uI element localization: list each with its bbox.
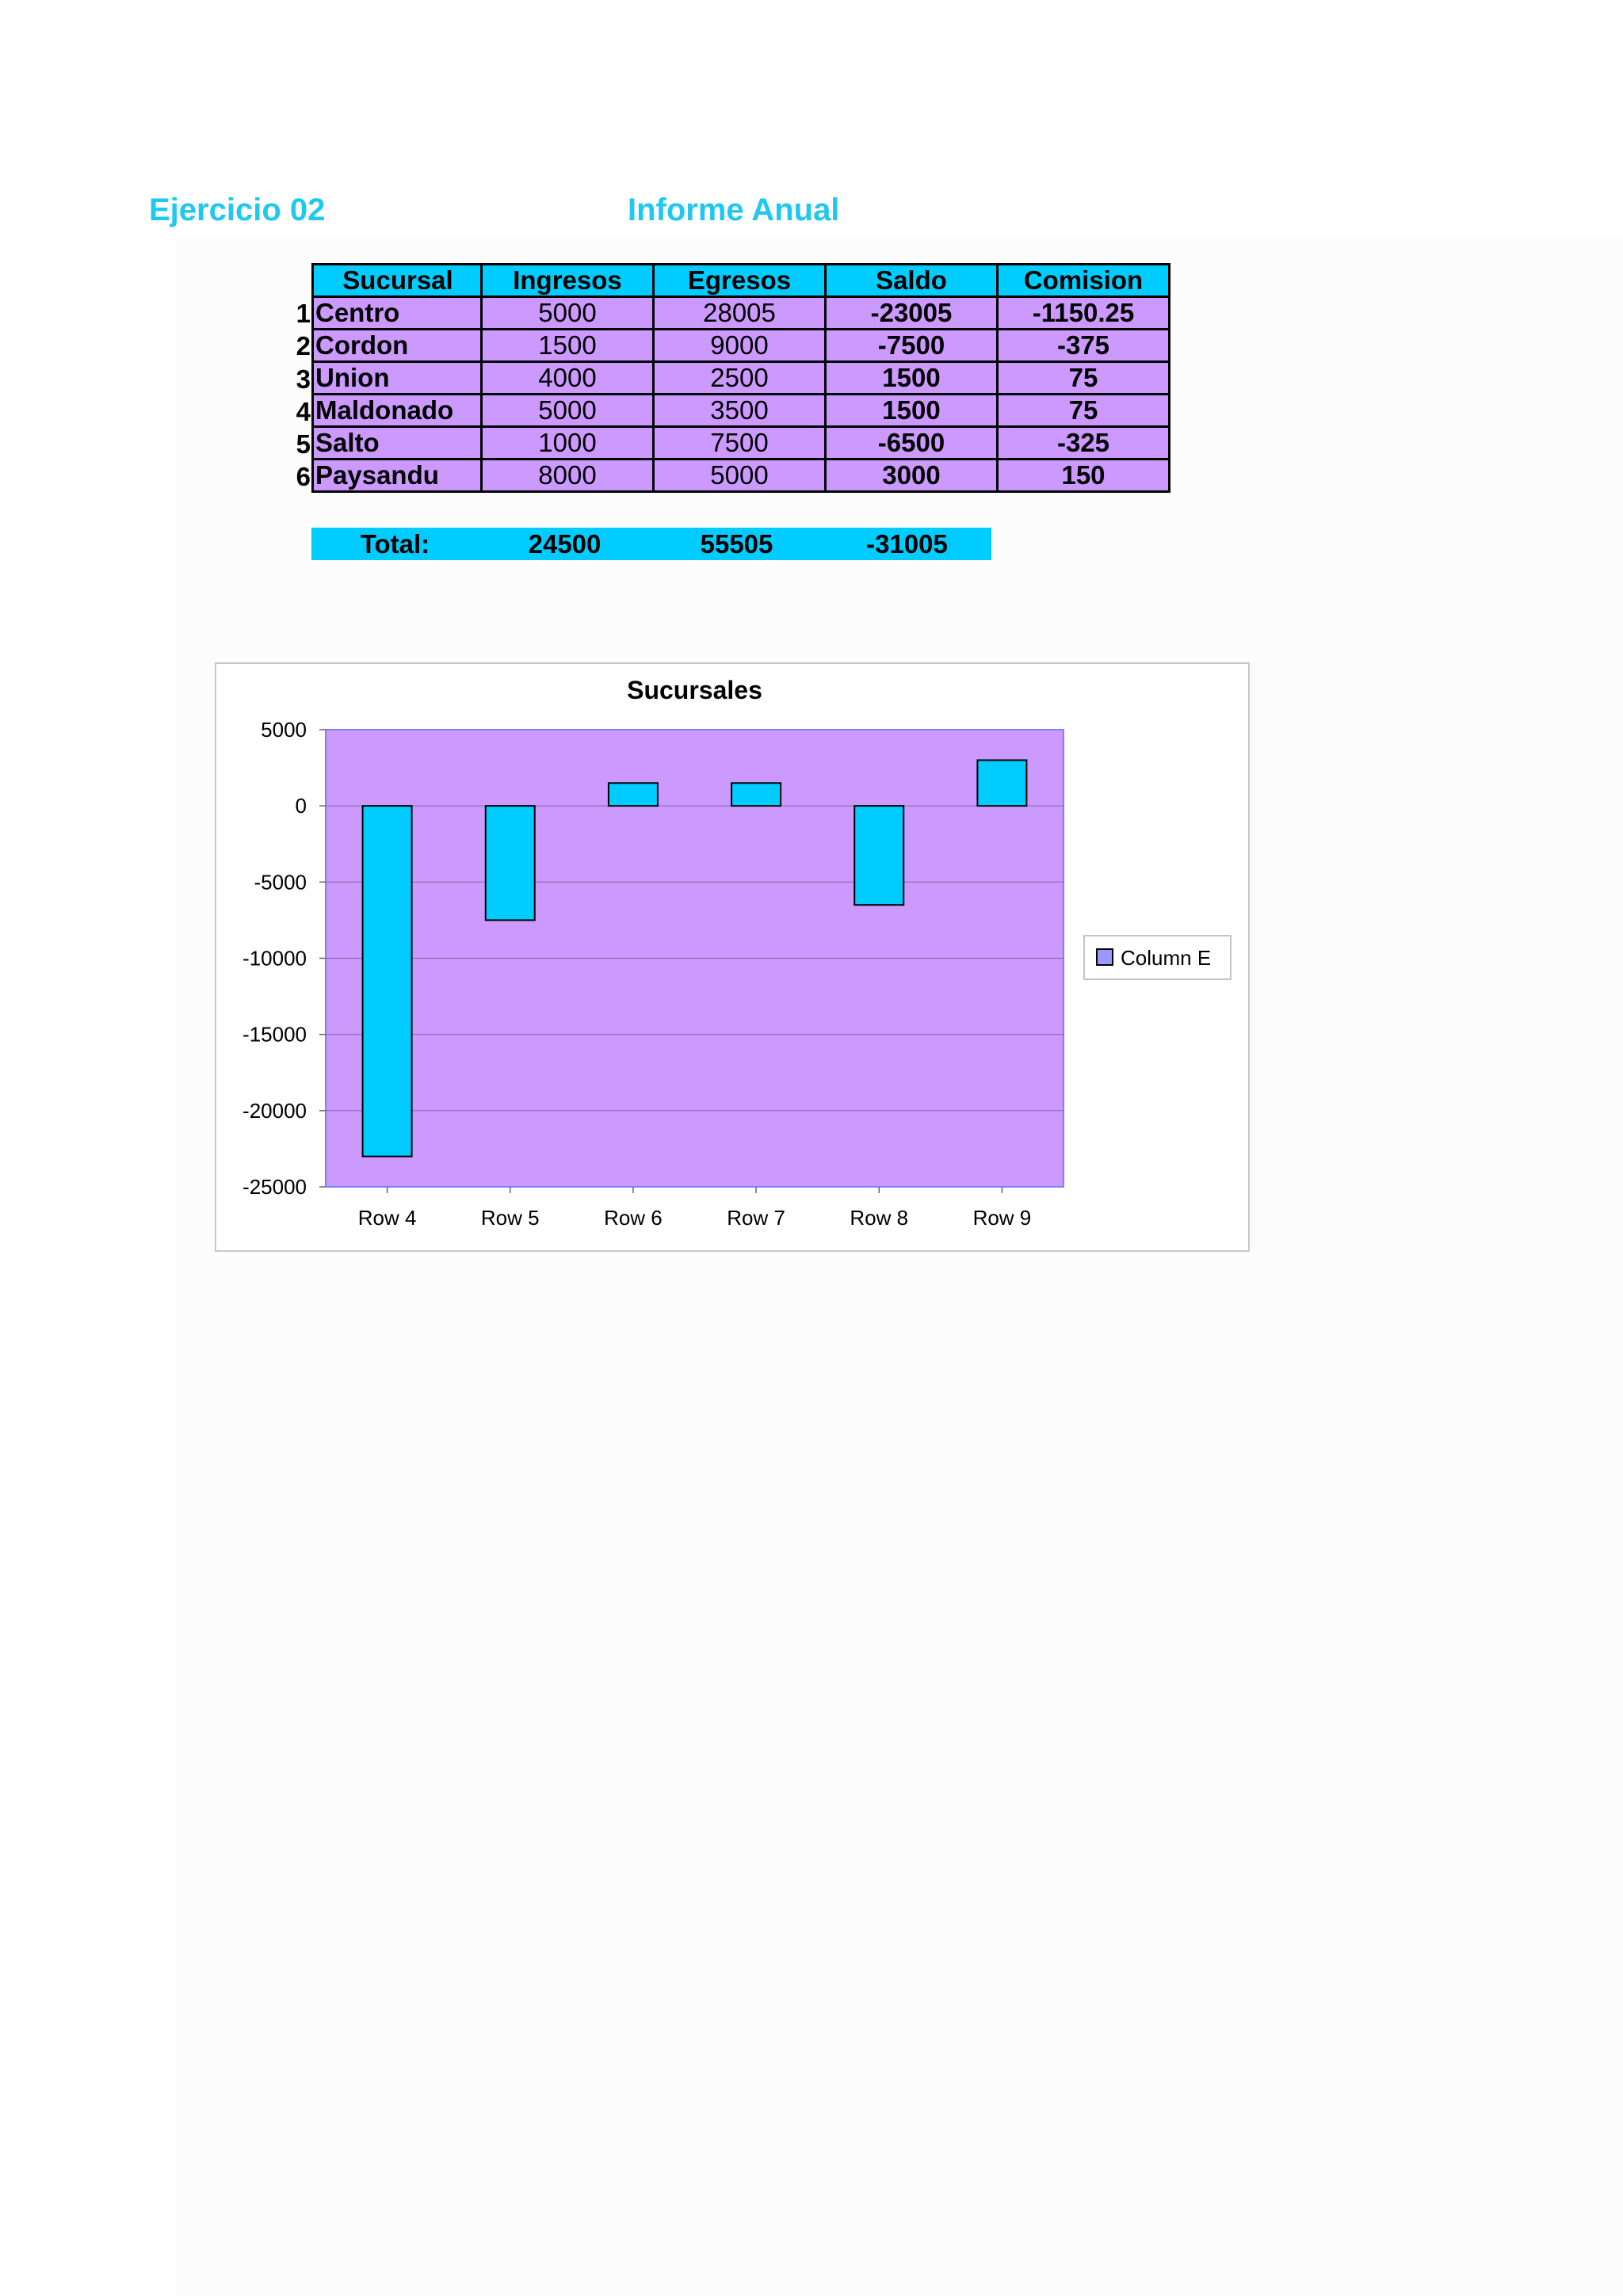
cell-saldo: -7500 xyxy=(824,328,999,363)
cell-saldo: 3000 xyxy=(824,458,999,493)
y-tick-label: 5000 xyxy=(261,718,307,742)
y-tick-label: -10000 xyxy=(242,947,307,971)
cell-ingresos: 8000 xyxy=(480,458,655,493)
y-tick-label: -20000 xyxy=(242,1099,307,1123)
bar xyxy=(731,782,782,807)
cell-comision: 150 xyxy=(996,458,1170,493)
cell-comision: -325 xyxy=(996,425,1170,460)
cell-comision: 75 xyxy=(996,360,1170,395)
table-row: Salto 1000 7500 -6500 -325 xyxy=(311,425,1170,460)
report-title: Informe Anual xyxy=(628,193,840,227)
cell-ingresos: 1500 xyxy=(480,328,655,363)
col-header-sucursal: Sucursal xyxy=(311,263,483,298)
chart-title: Sucursales xyxy=(627,676,762,704)
y-tick-label: -5000 xyxy=(254,870,307,894)
y-tick-label: -15000 xyxy=(242,1023,307,1047)
cell-saldo: 1500 xyxy=(824,360,999,395)
cell-sucursal: Union xyxy=(311,360,483,395)
cell-sucursal: Cordon xyxy=(311,328,483,363)
cell-ingresos: 4000 xyxy=(480,360,655,395)
cell-egresos: 3500 xyxy=(652,393,827,428)
table-row: Centro 5000 28005 -23005 -1150.25 xyxy=(311,296,1170,330)
cell-sucursal: Salto xyxy=(311,425,483,460)
row-index: 4 xyxy=(296,396,311,426)
saldo-bar-chart: Sucursales 5000 0 -5000 -10000 -15000 -20000 -2… xyxy=(242,676,1232,1230)
row-index: 6 xyxy=(296,462,311,492)
table-row: Maldonado 5000 3500 1500 75 xyxy=(311,393,1170,428)
cell-saldo: -23005 xyxy=(824,296,999,330)
total-egresos: 55505 xyxy=(700,529,773,559)
totals-label: Total: xyxy=(360,529,430,559)
cell-comision: -375 xyxy=(996,328,1170,363)
cell-egresos: 7500 xyxy=(652,425,827,460)
legend-swatch xyxy=(1096,948,1113,966)
cell-saldo: -6500 xyxy=(824,425,999,460)
cell-sucursal: Maldonado xyxy=(311,393,483,428)
table-row: Paysandu 8000 5000 3000 150 xyxy=(311,458,1170,493)
bar xyxy=(361,805,413,1158)
total-ingresos: 24500 xyxy=(528,529,601,559)
cell-sucursal: Centro xyxy=(311,296,483,330)
x-tick-label: Row 9 xyxy=(973,1206,1032,1230)
table-header-row: Sucursal Ingresos Egresos Saldo Comision xyxy=(311,263,1170,298)
bar xyxy=(854,805,905,906)
col-header-egresos: Egresos xyxy=(652,263,827,298)
cell-ingresos: 1000 xyxy=(480,425,655,460)
cell-ingresos: 5000 xyxy=(480,393,655,428)
cell-egresos: 28005 xyxy=(652,296,827,330)
exercise-title: Ejercicio 02 xyxy=(149,193,326,227)
y-tick-label: 0 xyxy=(296,794,307,818)
cell-egresos: 2500 xyxy=(652,360,827,395)
col-header-saldo: Saldo xyxy=(824,263,999,298)
legend-label: Column E xyxy=(1121,946,1211,970)
x-tick-label: Row 6 xyxy=(604,1206,663,1230)
totals-bar: Total: 24500 55505 -31005 xyxy=(311,528,991,560)
chart-frame: Sucursales 5000 0 -5000 -10000 -15000 -20000 -2… xyxy=(215,662,1250,1252)
col-header-ingresos: Ingresos xyxy=(480,263,655,298)
page-background xyxy=(176,238,1623,2296)
row-index: 1 xyxy=(296,299,311,328)
row-index: 2 xyxy=(296,331,311,361)
cell-saldo: 1500 xyxy=(824,393,999,428)
total-saldo: -31005 xyxy=(866,529,948,559)
cell-egresos: 9000 xyxy=(652,328,827,363)
cell-egresos: 5000 xyxy=(652,458,827,493)
table-row: Union 4000 2500 1500 75 xyxy=(311,360,1170,395)
bar xyxy=(976,759,1028,807)
x-tick-label: Row 8 xyxy=(850,1206,908,1230)
x-tick-label: Row 5 xyxy=(481,1206,540,1230)
cell-sucursal: Paysandu xyxy=(311,458,483,493)
x-tick-label: Row 4 xyxy=(358,1206,417,1230)
y-tick-label: -25000 xyxy=(242,1175,307,1199)
x-tick-label: Row 7 xyxy=(727,1206,785,1230)
cell-comision: -1150.25 xyxy=(996,296,1170,330)
cell-comision: 75 xyxy=(996,393,1170,428)
row-index: 5 xyxy=(296,429,311,460)
table-row: Cordon 1500 9000 -7500 -375 xyxy=(311,328,1170,363)
branches-table: Sucursal Ingresos Egresos Saldo Comision… xyxy=(311,263,1170,493)
cell-ingresos: 5000 xyxy=(480,296,655,330)
row-index-column: 1 2 3 4 5 6 xyxy=(287,297,311,494)
row-index: 3 xyxy=(296,364,311,394)
bar xyxy=(607,782,659,807)
bar xyxy=(484,805,536,921)
col-header-comision: Comision xyxy=(996,263,1170,298)
